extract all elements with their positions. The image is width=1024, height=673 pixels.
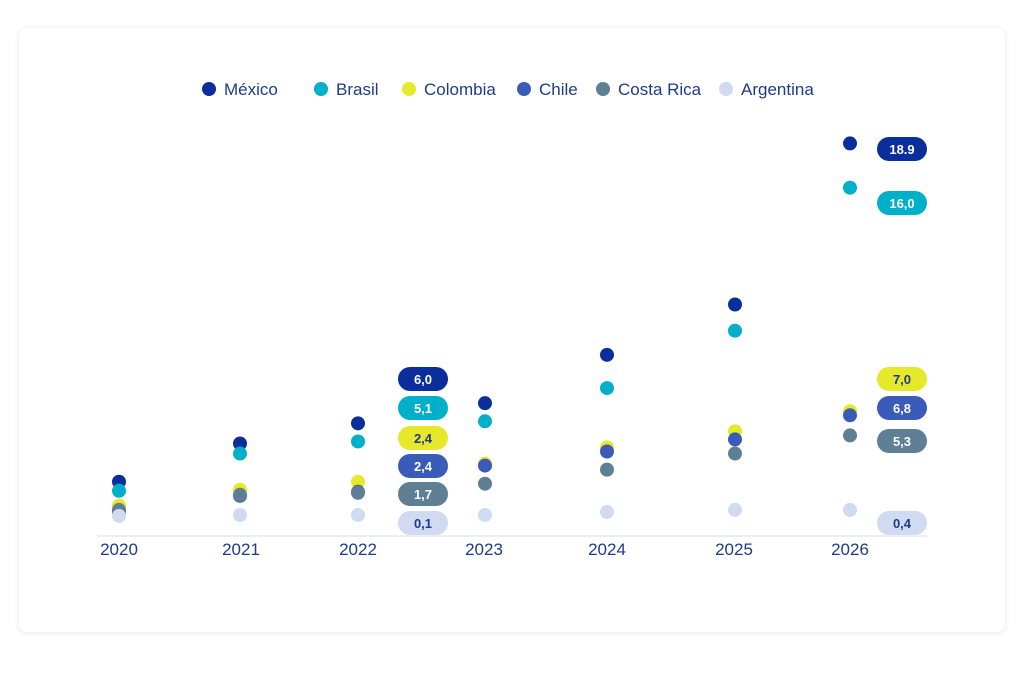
point-costa-rica-2025 <box>728 446 742 461</box>
data-label-bg <box>877 137 927 161</box>
point-argentina-2021 <box>233 507 247 522</box>
legend-marker-mexico <box>202 82 216 96</box>
data-label-bg <box>877 191 927 215</box>
data-label-brasil-2023: 5,1 <box>398 396 448 420</box>
point-colombia-2022 <box>351 474 365 489</box>
point-brasil-2020 <box>112 483 126 498</box>
point-brasil-2024 <box>600 381 614 396</box>
legend-marker-costa-rica <box>596 82 610 96</box>
x-tick-label: 2024 <box>588 540 626 559</box>
point-costa-rica-2024 <box>600 462 614 477</box>
data-label-text: 16,0 <box>889 196 914 211</box>
data-label-bg <box>877 367 927 391</box>
point-argentina-2026 <box>843 502 857 517</box>
legend-label-brasil: Brasil <box>336 80 379 99</box>
data-label-bg <box>398 426 448 450</box>
data-label-bg <box>398 511 448 535</box>
data-label-text: 1,7 <box>414 487 432 502</box>
legend-marker-colombia <box>402 82 416 96</box>
legend-marker-brasil <box>314 82 328 96</box>
point-chile-2026 <box>843 408 857 423</box>
legend-marker-argentina <box>719 82 733 96</box>
data-label-bg <box>877 511 927 535</box>
data-label-bg <box>398 454 448 478</box>
legend-label-costa-rica: Costa Rica <box>618 80 702 99</box>
chart-card: México Brasil Colombia Chile Costa Rica Argen… <box>19 28 1005 632</box>
data-label-chile-2023: 2,4 <box>398 454 448 478</box>
point-argentina-2023 <box>478 507 492 522</box>
data-label-bg <box>398 367 448 391</box>
point-chile-2023 <box>478 458 492 473</box>
legend-item-mexico: México <box>202 80 278 99</box>
legend-marker-chile <box>517 82 531 96</box>
data-label-costa-rica-2026: 5,3 <box>877 429 927 453</box>
point-mexico-2023 <box>478 396 492 411</box>
legend-label-chile: Chile <box>539 80 578 99</box>
data-label-text: 2,4 <box>414 431 433 446</box>
legend-label-argentina: Argentina <box>741 80 814 99</box>
point-argentina-2020 <box>112 508 126 523</box>
legend-item-brasil: Brasil <box>314 80 379 99</box>
data-label-text: 0,1 <box>414 516 432 531</box>
legend: México Brasil Colombia Chile Costa Rica Argen… <box>202 80 814 99</box>
data-label-argentina-2026: 0,4 <box>877 511 927 535</box>
x-axis-ticks: 2020 2021 2022 2023 2024 2025 2026 <box>100 540 869 559</box>
data-label-text: 6,8 <box>893 401 911 416</box>
legend-item-costa-rica: Costa Rica <box>596 80 702 99</box>
point-mexico-2021 <box>233 436 247 451</box>
data-label-bg <box>398 396 448 420</box>
data-label-bg <box>398 482 448 506</box>
point-brasil-2023 <box>478 414 492 429</box>
x-tick-label: 2020 <box>100 540 138 559</box>
point-brasil-2021 <box>233 446 247 461</box>
legend-label-mexico: México <box>224 80 278 99</box>
data-label-mexico-2023: 6,0 <box>398 367 448 391</box>
point-mexico-2026 <box>843 136 857 151</box>
data-label-text: 5,3 <box>893 434 911 449</box>
legend-label-colombia: Colombia <box>424 80 496 99</box>
point-argentina-2024 <box>600 504 614 519</box>
data-labels: 6,0 18.9 5,1 16,0 2,4 7,0 2,4 6,8 1,7 5,3 0,1 0,4 <box>398 137 927 535</box>
data-label-text: 18.9 <box>889 142 914 157</box>
legend-item-argentina: Argentina <box>719 80 814 99</box>
data-label-bg <box>877 429 927 453</box>
data-label-text: 5,1 <box>414 401 432 416</box>
scatter-chart: México Brasil Colombia Chile Costa Rica Argen… <box>97 80 927 559</box>
data-label-text: 0,4 <box>893 516 912 531</box>
point-mexico-2022 <box>351 416 365 431</box>
x-tick-label: 2022 <box>339 540 377 559</box>
data-label-costa-rica-2023: 1,7 <box>398 482 448 506</box>
point-brasil-2026 <box>843 180 857 195</box>
legend-item-colombia: Colombia <box>402 80 496 99</box>
point-brasil-2022 <box>351 434 365 449</box>
x-tick-label: 2025 <box>715 540 753 559</box>
data-label-colombia-2026: 7,0 <box>877 367 927 391</box>
data-points <box>112 136 857 523</box>
point-costa-rica-2023 <box>478 476 492 491</box>
point-mexico-2024 <box>600 347 614 362</box>
point-chile-2025 <box>728 432 742 447</box>
point-argentina-2022 <box>351 507 365 522</box>
point-brasil-2025 <box>728 323 742 338</box>
point-costa-rica-2022 <box>351 485 365 500</box>
data-label-colombia-2023: 2,4 <box>398 426 448 450</box>
point-chile-2024 <box>600 444 614 459</box>
point-costa-rica-2021 <box>233 487 247 502</box>
data-label-text: 6,0 <box>414 372 432 387</box>
point-argentina-2025 <box>728 502 742 517</box>
data-label-chile-2026: 6,8 <box>877 396 927 420</box>
data-label-bg <box>877 396 927 420</box>
data-label-brasil-2026: 16,0 <box>877 191 927 215</box>
data-label-text: 2,4 <box>414 459 433 474</box>
point-costa-rica-2026 <box>843 428 857 443</box>
x-tick-label: 2023 <box>465 540 503 559</box>
data-label-mexico-2026: 18.9 <box>877 137 927 161</box>
x-tick-label: 2021 <box>222 540 260 559</box>
data-label-text: 7,0 <box>893 372 911 387</box>
data-label-argentina-2023: 0,1 <box>398 511 448 535</box>
x-tick-label: 2026 <box>831 540 869 559</box>
point-mexico-2025 <box>728 297 742 312</box>
legend-item-chile: Chile <box>517 80 578 99</box>
